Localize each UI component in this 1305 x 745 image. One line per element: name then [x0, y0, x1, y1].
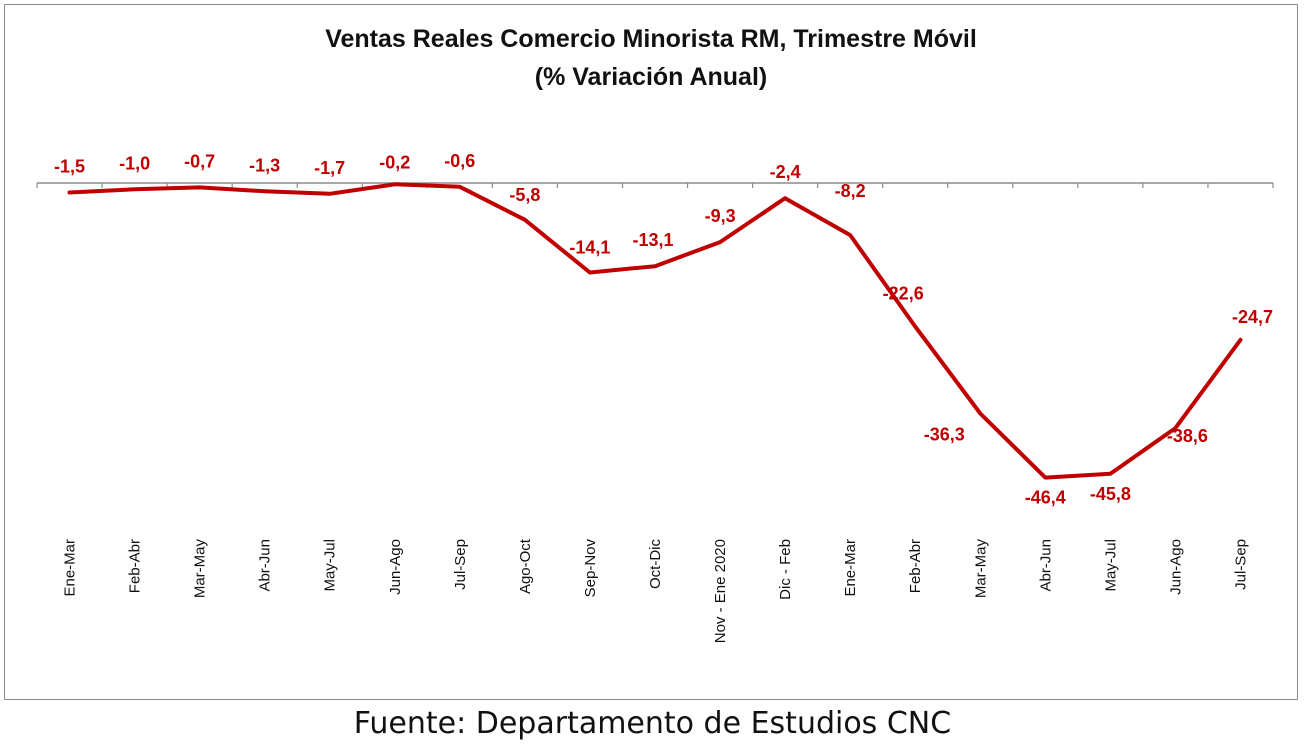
- x-tick-label: May-Jul: [322, 539, 339, 592]
- data-label: -0,7: [184, 151, 215, 171]
- series-line: [67, 182, 1243, 480]
- x-tick-label: Ene-Mar: [62, 539, 79, 597]
- data-label: -1,0: [119, 153, 150, 173]
- data-label: -5,8: [509, 185, 540, 205]
- data-label: -36,3: [924, 425, 965, 445]
- x-tick-label: Abr-Jun: [257, 539, 274, 592]
- chart-frame: Ventas Reales Comercio Minorista RM, Tri…: [4, 4, 1298, 700]
- source-note: Fuente: Departamento de Estudios CNC: [353, 706, 952, 741]
- data-label: -1,3: [249, 155, 280, 175]
- x-tick-label: May-Jul: [1102, 539, 1119, 592]
- data-label: -8,2: [835, 181, 866, 201]
- data-label: -46,4: [1025, 488, 1066, 508]
- data-label: -22,6: [883, 284, 924, 304]
- data-label-layer: -1,5 -1,0 -0,7 -1,3 -1,7 -0,2 -0,6 -5,8 -14,1 -13…: [54, 151, 1273, 508]
- series-line-layer: [67, 182, 1243, 480]
- data-label: -2,4: [770, 162, 801, 182]
- data-label: -14,1: [569, 238, 610, 258]
- data-label: -0,2: [379, 152, 410, 172]
- data-label: -0,6: [444, 151, 475, 171]
- data-label: -45,8: [1090, 484, 1131, 504]
- data-label: -1,7: [314, 158, 345, 178]
- chart-subtitle: (% Variación Anual): [535, 63, 767, 91]
- data-label: -38,6: [1167, 426, 1208, 446]
- x-tick-label: Feb-Abr: [907, 539, 924, 593]
- data-label: -1,5: [54, 157, 85, 177]
- x-tick-label: Nov - Ene 2020: [712, 539, 729, 643]
- x-tick-label-layer: Ene-Mar Feb-Abr Mar-May Abr-Jun May-Jul Jun-A…: [62, 538, 1250, 643]
- x-tick-label: Mar-May: [192, 539, 209, 599]
- x-tick-label: Ene-Mar: [842, 539, 859, 597]
- x-tick-label: Jul-Sep: [1233, 539, 1250, 590]
- chart-title: Ventas Reales Comercio Minorista RM, Tri…: [325, 25, 977, 53]
- x-tick-label: Jun-Ago: [387, 539, 404, 595]
- x-tick-label: Oct-Dic: [647, 539, 664, 589]
- x-tick-label: Jun-Ago: [1167, 539, 1184, 595]
- data-label: -24,7: [1232, 307, 1273, 327]
- chart-svg: Ventas Reales Comercio Minorista RM, Tri…: [36, 25, 1274, 643]
- x-tick-label: Jul-Sep: [452, 539, 469, 590]
- x-tick-label: Sep-Nov: [582, 539, 599, 598]
- x-axis: [36, 182, 1274, 188]
- x-tick-label: Feb-Abr: [127, 539, 144, 593]
- x-tick-label: Ago-Oct: [517, 538, 534, 594]
- x-tick-label: Mar-May: [972, 539, 989, 599]
- data-label: -13,1: [632, 230, 673, 250]
- x-tick-label: Dic - Feb: [777, 539, 794, 600]
- x-tick-label: Abr-Jun: [1037, 539, 1054, 592]
- data-label: -9,3: [705, 206, 736, 226]
